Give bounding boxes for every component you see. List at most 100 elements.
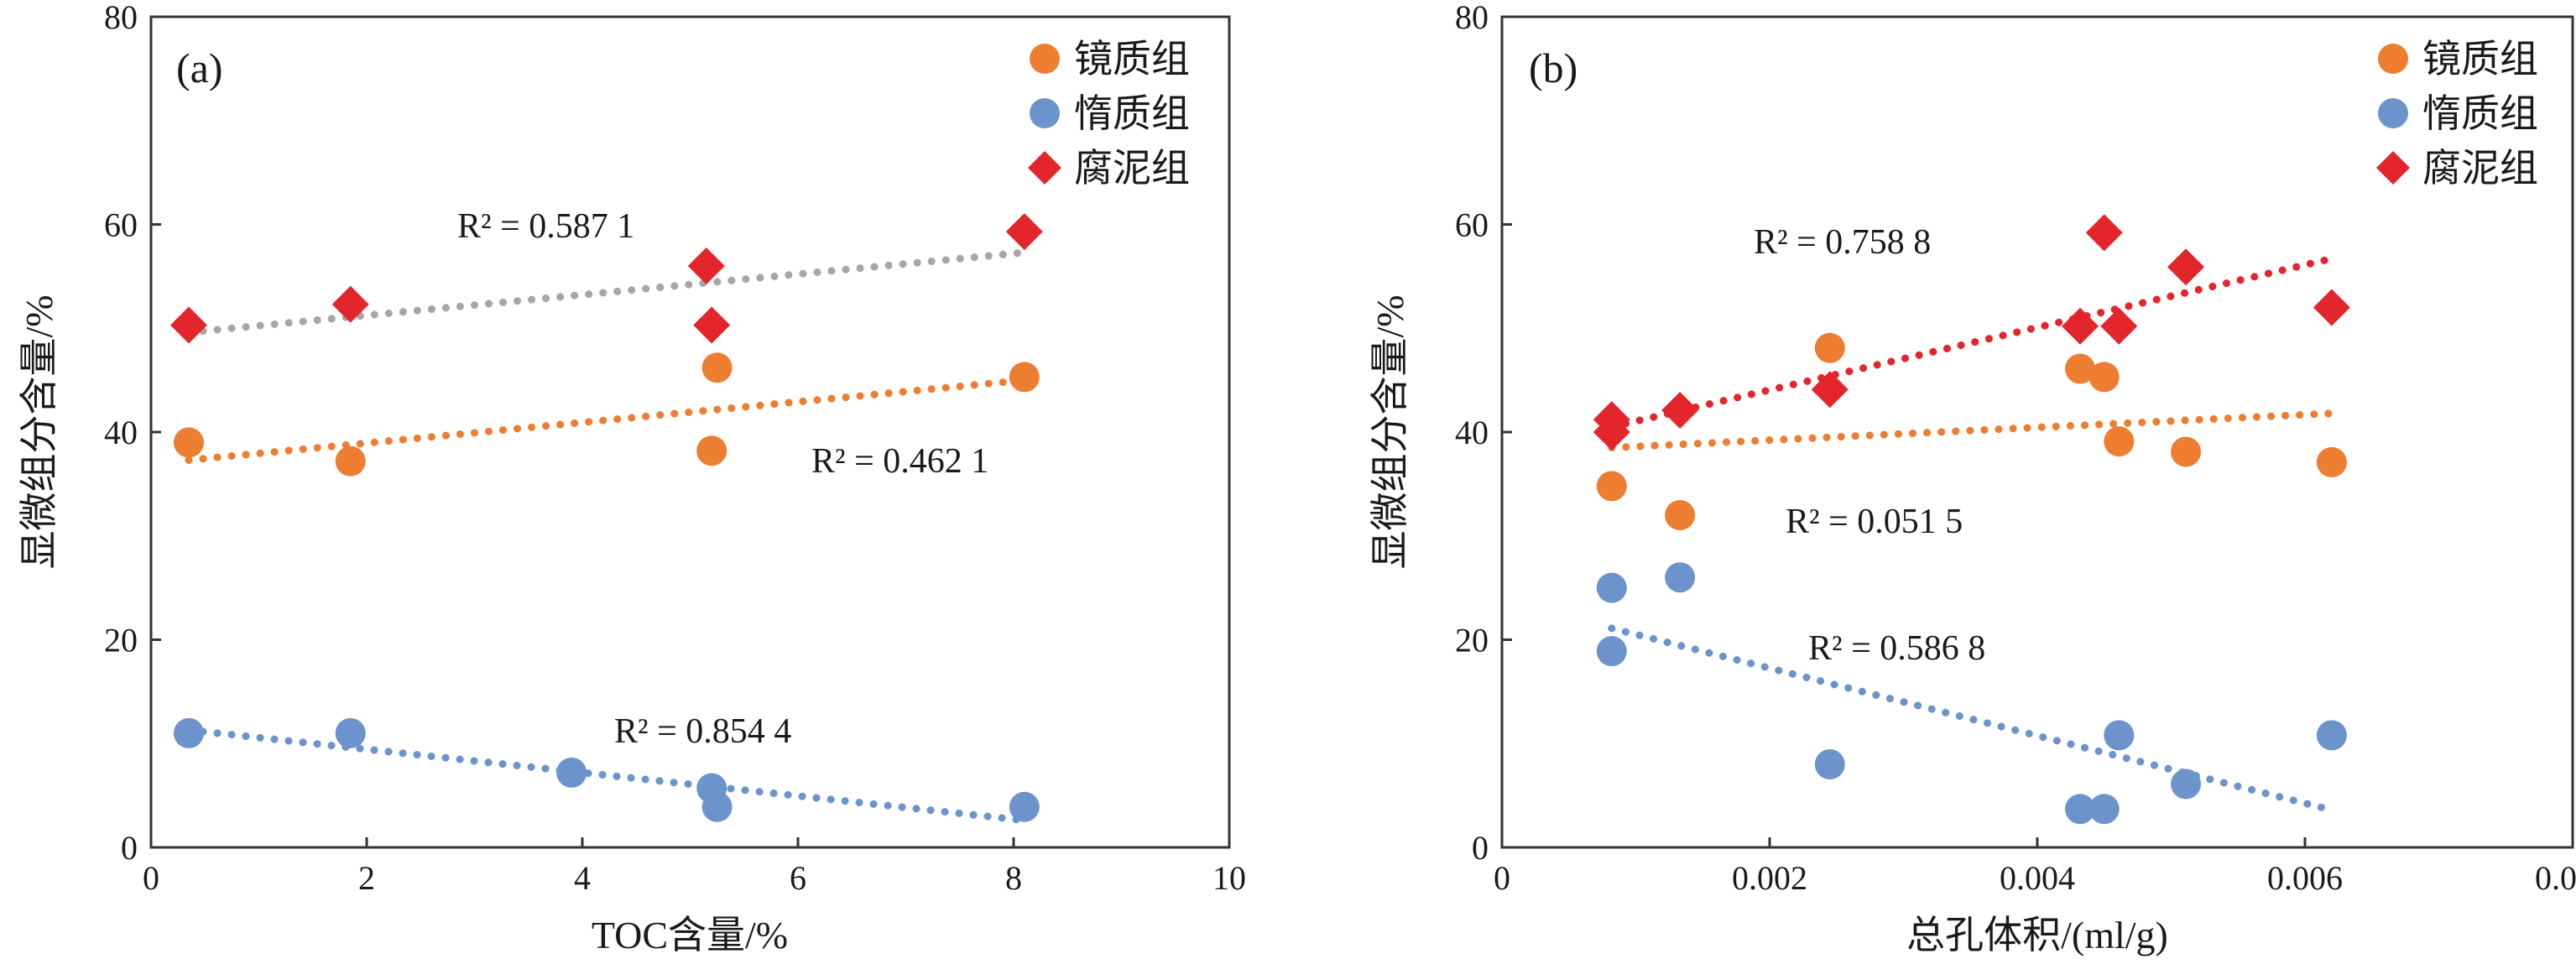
points-a bbox=[169, 213, 1043, 822]
trendline-sapropelinite-b bbox=[1608, 254, 2336, 431]
legend-label-vitrinite-a: 镜质组 bbox=[1074, 38, 1190, 81]
legend-marker-sapropelinite-b bbox=[2376, 151, 2410, 185]
x-tick-label-b: 0.008 bbox=[2535, 859, 2576, 897]
x-tick-label-b: 0 bbox=[1494, 859, 1510, 897]
r2-label-sapropelinite-b: R² = 0.758 8 bbox=[1754, 223, 1931, 262]
x-tick-label-a: 10 bbox=[1212, 859, 1246, 897]
point-inertinite-b bbox=[2104, 720, 2135, 751]
point-inertinite-b bbox=[1814, 749, 1845, 779]
x-axis-title-b: 总孔体积/(ml/g) bbox=[1906, 914, 2168, 956]
panel-label-a: (a) bbox=[176, 44, 223, 91]
x-tick-label-a: 8 bbox=[1005, 859, 1022, 897]
point-sapropelinite-a bbox=[1005, 213, 1043, 251]
y-axis-title-a: 显微组分含量/% bbox=[18, 294, 60, 569]
plot-frame-b bbox=[1500, 15, 2574, 849]
legend-b: 镜质组 惰质组 腐泥组 bbox=[2376, 38, 2538, 190]
y-tick-label-a: 40 bbox=[104, 414, 138, 451]
point-inertinite-a bbox=[556, 757, 587, 788]
y-tick-label-a: 0 bbox=[121, 829, 138, 867]
point-sapropelinite-a bbox=[687, 248, 725, 284]
points-b bbox=[1593, 214, 2350, 825]
point-sapropelinite-b bbox=[2313, 289, 2350, 326]
x-tick-label-b: 0.004 bbox=[2000, 859, 2075, 897]
legend-label-inertinite-b: 惰质组 bbox=[2422, 92, 2538, 135]
point-inertinite-b bbox=[2065, 794, 2096, 825]
point-sapropelinite-a bbox=[693, 306, 731, 344]
x-tick-label-b: 0.006 bbox=[2267, 859, 2343, 897]
y-tick-label-b: 60 bbox=[1455, 206, 1489, 244]
point-sapropelinite-b bbox=[2085, 214, 2123, 252]
panel-a: 0 2 4 6 8 10 0 20 40 60 80 (a) R² = 0.587 1 R² = 0… bbox=[18, 0, 1246, 956]
trendline-inertinite-a bbox=[185, 726, 1029, 825]
ticks-a: 0 2 4 6 8 10 0 20 40 60 80 bbox=[104, 0, 1246, 897]
r2-label-inertinite-a: R² = 0.854 4 bbox=[614, 712, 791, 751]
x-tick-label-a: 2 bbox=[358, 859, 375, 897]
legend-marker-inertinite-b bbox=[2378, 98, 2408, 128]
legend-label-sapropelinite-a: 腐泥组 bbox=[1074, 147, 1190, 190]
y-tick-label-b: 40 bbox=[1455, 414, 1489, 451]
ticks-b: 0 0.002 0.004 0.006 0.008 0 20 40 60 80 bbox=[1455, 0, 2576, 897]
point-sapropelinite-b bbox=[2100, 307, 2138, 345]
point-vitrinite-a bbox=[335, 446, 366, 477]
y-tick-label-a: 60 bbox=[104, 206, 138, 244]
trendline-sapropelinite-a bbox=[185, 248, 1029, 336]
point-inertinite-b bbox=[2316, 720, 2347, 751]
point-vitrinite-a bbox=[696, 435, 727, 466]
trendline-vitrinite-a bbox=[185, 376, 1029, 464]
point-vitrinite-b bbox=[2088, 362, 2120, 393]
point-inertinite-a bbox=[335, 717, 366, 748]
trendline-vitrinite-b bbox=[1608, 409, 2336, 452]
point-vitrinite-b bbox=[1814, 332, 1845, 363]
trendlines-b bbox=[1608, 254, 2336, 814]
panel-label-b: (b) bbox=[1529, 44, 1577, 91]
point-vitrinite-b bbox=[2316, 446, 2347, 477]
point-sapropelinite-b bbox=[1593, 414, 1630, 451]
point-sapropelinite-b bbox=[1661, 392, 1699, 430]
x-tick-label-a: 4 bbox=[574, 859, 591, 897]
trendline-inertinite-b bbox=[1608, 624, 2336, 814]
point-vitrinite-a bbox=[701, 352, 733, 383]
r2-label-vitrinite-a: R² = 0.462 1 bbox=[811, 442, 988, 481]
legend-label-inertinite-a: 惰质组 bbox=[1074, 92, 1190, 135]
r2-label-sapropelinite-a: R² = 0.587 1 bbox=[457, 207, 634, 246]
point-vitrinite-b bbox=[1665, 500, 1696, 530]
point-vitrinite-b bbox=[2065, 353, 2096, 384]
point-vitrinite-b bbox=[2104, 426, 2135, 457]
point-vitrinite-a bbox=[173, 427, 204, 458]
point-sapropelinite-a bbox=[169, 306, 207, 344]
x-tick-label-b: 0.002 bbox=[1732, 859, 1807, 897]
y-tick-label-b: 20 bbox=[1455, 622, 1489, 659]
trendlines-a bbox=[185, 248, 1029, 825]
y-tick-label-b: 80 bbox=[1455, 0, 1489, 36]
r2-label-vitrinite-b: R² = 0.051 5 bbox=[1786, 503, 1963, 541]
point-inertinite-a bbox=[701, 791, 733, 822]
point-sapropelinite-b bbox=[2062, 307, 2099, 345]
x-tick-label-a: 0 bbox=[143, 859, 159, 897]
point-inertinite-a bbox=[173, 717, 204, 748]
point-inertinite-b bbox=[2088, 794, 2120, 825]
point-sapropelinite-b bbox=[2167, 248, 2205, 286]
legend-marker-vitrinite-b bbox=[2378, 44, 2408, 74]
point-inertinite-b bbox=[1596, 572, 1627, 603]
point-inertinite-a bbox=[1009, 791, 1040, 822]
y-axis-title-b: 显微组分含量/% bbox=[1369, 294, 1411, 569]
r2-label-inertinite-b: R² = 0.586 8 bbox=[1808, 629, 1985, 668]
x-axis-title-a: TOC含量/% bbox=[592, 914, 788, 956]
point-sapropelinite-a bbox=[331, 285, 369, 323]
y-tick-label-a: 80 bbox=[104, 0, 138, 36]
point-sapropelinite-b bbox=[1811, 371, 1849, 409]
y-tick-label-a: 20 bbox=[104, 622, 138, 659]
legend-marker-inertinite-a bbox=[1030, 98, 1060, 128]
legend-label-vitrinite-b: 镜质组 bbox=[2422, 38, 2538, 81]
point-inertinite-b bbox=[1596, 636, 1627, 667]
y-tick-label-b: 0 bbox=[1472, 829, 1489, 867]
x-tick-label-a: 6 bbox=[790, 859, 806, 897]
legend-a: 镜质组 惰质组 腐泥组 bbox=[1028, 38, 1190, 190]
panel-b: 0 0.002 0.004 0.006 0.008 0 20 40 60 80 (b) R² = … bbox=[1369, 0, 2576, 956]
point-inertinite-b bbox=[2171, 769, 2202, 800]
legend-marker-sapropelinite-a bbox=[1028, 151, 1061, 185]
legend-label-sapropelinite-b: 腐泥组 bbox=[2422, 147, 2538, 190]
point-inertinite-b bbox=[1665, 562, 1696, 593]
